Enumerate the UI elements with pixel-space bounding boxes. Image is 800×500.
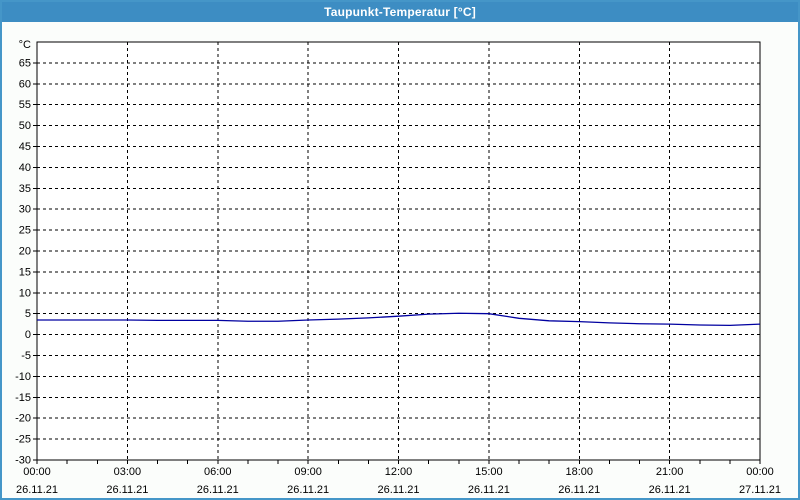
y-tick-label: -10 — [15, 371, 31, 383]
y-tick-label: 25 — [19, 225, 31, 237]
x-time-label: 15:00 — [475, 466, 503, 478]
y-tick-label: 50 — [19, 120, 31, 132]
y-tick-label: -5 — [21, 350, 31, 362]
title-bar: Taupunkt-Temperatur [°C] — [2, 2, 798, 22]
y-tick-label: 15 — [19, 266, 31, 278]
y-tick-label: 55 — [19, 99, 31, 111]
y-tick-label: 60 — [19, 78, 31, 90]
x-time-label: 18:00 — [565, 466, 593, 478]
x-time-label: 12:00 — [385, 466, 413, 478]
x-date-label: 26.11.21 — [377, 484, 419, 496]
y-tick-label: 5 — [25, 308, 31, 320]
x-date-label: 26.11.21 — [197, 484, 239, 496]
x-time-label: 00:00 — [23, 466, 51, 478]
x-time-label: 21:00 — [656, 466, 684, 478]
x-date-label: 26.11.21 — [558, 484, 600, 496]
x-time-label: 09:00 — [294, 466, 322, 478]
y-tick-label: 40 — [19, 162, 31, 174]
y-tick-label: 0 — [25, 329, 31, 341]
y-tick-label: 10 — [19, 287, 31, 299]
data-series-line — [37, 312, 761, 327]
y-tick-label: -20 — [15, 413, 31, 425]
y-tick-label: 35 — [19, 183, 31, 195]
y-tick-label: -30 — [15, 455, 31, 467]
x-time-label: 03:00 — [114, 466, 142, 478]
chart-title: Taupunkt-Temperatur [°C] — [324, 5, 476, 19]
x-date-label: 26.11.21 — [16, 484, 58, 496]
x-time-label: 00:00 — [746, 466, 774, 478]
x-time-label: 06:00 — [204, 466, 232, 478]
y-tick-label: -25 — [15, 434, 31, 446]
y-tick-label: 20 — [19, 246, 31, 258]
x-date-label: 26.11.21 — [649, 484, 691, 496]
y-axis-unit-label: °C — [19, 39, 31, 51]
x-date-label: 26.11.21 — [287, 484, 329, 496]
x-date-label: 26.11.21 — [468, 484, 510, 496]
x-date-label: 26.11.21 — [106, 484, 148, 496]
y-tick-label: 30 — [19, 204, 31, 216]
y-tick-label: -15 — [15, 392, 31, 404]
y-tick-label: 65 — [19, 57, 31, 69]
x-date-label: 27.11.21 — [739, 484, 781, 496]
y-tick-label: 45 — [19, 141, 31, 153]
